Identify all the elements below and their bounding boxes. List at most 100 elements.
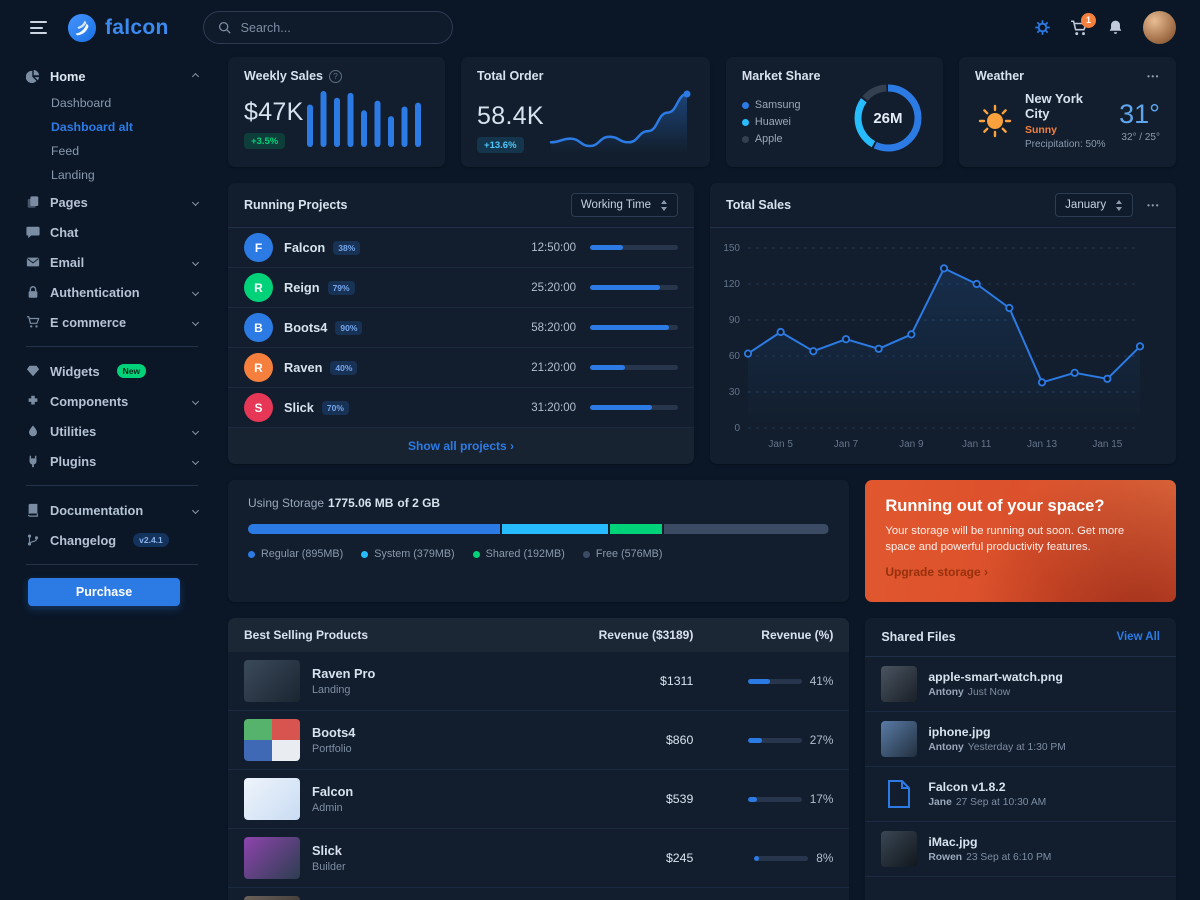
settings-gear-icon[interactable] (1034, 19, 1051, 36)
sidebar-item-widgets[interactable]: Widgets New (26, 356, 198, 386)
shared-files-card: Shared Files View All apple-smart-watch.… (865, 618, 1176, 900)
file-name-link[interactable]: iphone.jpg (928, 725, 991, 739)
sidebar-item-pages[interactable]: Pages (26, 187, 200, 217)
legend-dot (361, 550, 369, 558)
upgrade-title: Running out of your space? (885, 497, 1105, 515)
project-time: 25:20:00 (531, 281, 576, 294)
svg-text:150: 150 (723, 243, 740, 254)
brand-logo[interactable]: falcon (67, 13, 169, 43)
sidebar-subitem-landing[interactable]: Landing (51, 168, 95, 182)
user-avatar[interactable] (1143, 11, 1176, 44)
search-box[interactable] (202, 11, 453, 44)
ellipsis-menu-icon[interactable]: ••• (1147, 71, 1160, 81)
sidebar-item-label: Plugins (50, 453, 97, 469)
product-cell: Slick Builder (244, 837, 543, 879)
sidebar-item-home[interactable]: Home (26, 61, 200, 91)
legend-dot (741, 118, 749, 126)
product-name-link[interactable]: Boots4 (312, 725, 356, 740)
weekly-sales-title: Weekly Sales (244, 69, 323, 83)
product-name-link[interactable]: Raven Pro (312, 666, 376, 681)
svg-text:Jan 9: Jan 9 (899, 439, 924, 450)
weekly-sales-card: Weekly Sales ? $47K +3.5% (228, 57, 446, 167)
file-name-link[interactable]: Falcon v1.8.2 (928, 780, 1006, 794)
sidebar-item-chat[interactable]: Chat (26, 217, 198, 247)
product-category-link[interactable]: Landing (312, 684, 351, 696)
month-select[interactable]: January (1055, 193, 1134, 217)
sidebar-divider (26, 346, 198, 347)
sidebar-nav: Home Dashboard Dashboard alt Feed Landing Pag… (26, 61, 200, 555)
brand-name: falcon (105, 15, 169, 39)
svg-text:Jan 13: Jan 13 (1027, 439, 1057, 450)
storage-segment-free (664, 524, 828, 534)
products-col-revenue: Revenue ($3189) (598, 628, 694, 642)
market-share-legend: Samsung Huawei Apple (741, 99, 801, 145)
file-name-link[interactable]: iMac.jpg (928, 835, 978, 849)
file-author: Rowen (928, 852, 963, 863)
project-avatar: R (244, 353, 273, 382)
best-selling-products-card: Best Selling Products Revenue ($3189) Re… (228, 618, 850, 900)
cart-icon[interactable]: 1 (1070, 12, 1096, 37)
sidebar-item-plugins[interactable]: Plugins (26, 446, 200, 476)
file-name-link[interactable]: apple-smart-watch.png (928, 670, 1063, 684)
project-time: 31:20:00 (531, 401, 576, 414)
storage-legend: Regular (895MB) System (379MB) Shared (192… (248, 548, 829, 560)
notifications-bell-icon[interactable] (1107, 19, 1124, 36)
purchase-button[interactable]: Purchase (28, 578, 180, 606)
project-name-link[interactable]: Reign (284, 280, 320, 295)
sidebar-item-changelog[interactable]: Changelog v2.4.1 (26, 525, 198, 555)
ellipsis-menu-icon[interactable]: ••• (1147, 200, 1160, 210)
working-time-select[interactable]: Working Time (570, 193, 678, 217)
product-category-link[interactable]: Portfolio (312, 743, 352, 755)
sidebar-item-documentation[interactable]: Documentation (26, 495, 200, 525)
product-revenue: $1311 (660, 674, 694, 688)
sidebar-item-utilities[interactable]: Utilities (26, 416, 200, 446)
sidebar-item-email[interactable]: Email (26, 247, 200, 277)
product-name-link[interactable]: Falcon (312, 784, 354, 799)
select-arrows-icon (1116, 199, 1123, 211)
sidebar-subitem-dashboard-alt[interactable]: Dashboard alt (51, 120, 133, 134)
sidebar-subitem-dashboard[interactable]: Dashboard (51, 96, 112, 110)
project-name-link[interactable]: Slick (284, 400, 314, 415)
envelope-icon (26, 255, 41, 269)
storage-legend-item: System (379MB) (361, 548, 455, 560)
chevron-down-icon (191, 397, 200, 405)
progress-fill (747, 678, 770, 684)
sidebar-item-label: Utilities (50, 423, 97, 439)
product-percent: 8% (816, 851, 834, 865)
help-icon[interactable]: ? (329, 69, 342, 83)
sidebar-badge: v2.4.1 (133, 533, 169, 547)
sidebar-divider (26, 485, 198, 486)
legend-item: Huawei (741, 116, 801, 128)
chevron-down-icon (191, 427, 200, 435)
sidebar-item-e-commerce[interactable]: E commerce (26, 307, 200, 337)
menu-toggle-button[interactable] (26, 17, 51, 38)
view-all-link[interactable]: View All (1116, 631, 1160, 643)
project-time: 21:20:00 (531, 361, 576, 374)
project-percent-badge: 90% (335, 320, 363, 335)
product-name-link[interactable]: Slick (312, 843, 342, 858)
product-category-link[interactable]: Admin (312, 802, 343, 814)
svg-text:Jan 5: Jan 5 (768, 439, 793, 450)
project-name-link[interactable]: Boots4 (284, 320, 328, 335)
file-document-icon (881, 776, 917, 812)
search-input[interactable] (238, 19, 438, 36)
projects-footer: Show all projects › (228, 428, 694, 464)
sidebar-item-components[interactable]: Components (26, 386, 200, 416)
project-name-link[interactable]: Raven (284, 360, 323, 375)
svg-text:90: 90 (729, 315, 741, 326)
chevron-down-icon (191, 258, 200, 266)
sidebar-item-authentication[interactable]: Authentication (26, 277, 200, 307)
sidebar-item-label: Home (50, 68, 86, 84)
show-all-projects-link[interactable]: Show all projects › (407, 439, 515, 453)
upgrade-storage-link[interactable]: Upgrade storage › (885, 564, 989, 579)
product-info: Slick Builder (312, 843, 346, 873)
product-category-link[interactable]: Builder (312, 861, 346, 873)
sidebar-subitem-feed[interactable]: Feed (51, 144, 80, 158)
file-author: Antony (928, 742, 964, 753)
storage-legend-label: System (379MB) (374, 548, 455, 560)
sidebar-item-label: Email (50, 254, 85, 270)
project-name-link[interactable]: Falcon (284, 240, 326, 255)
running-projects-card: Running Projects Working Time F Falcon 38%… (228, 183, 694, 464)
product-percent: 41% (809, 674, 834, 688)
progress-fill (590, 405, 652, 410)
